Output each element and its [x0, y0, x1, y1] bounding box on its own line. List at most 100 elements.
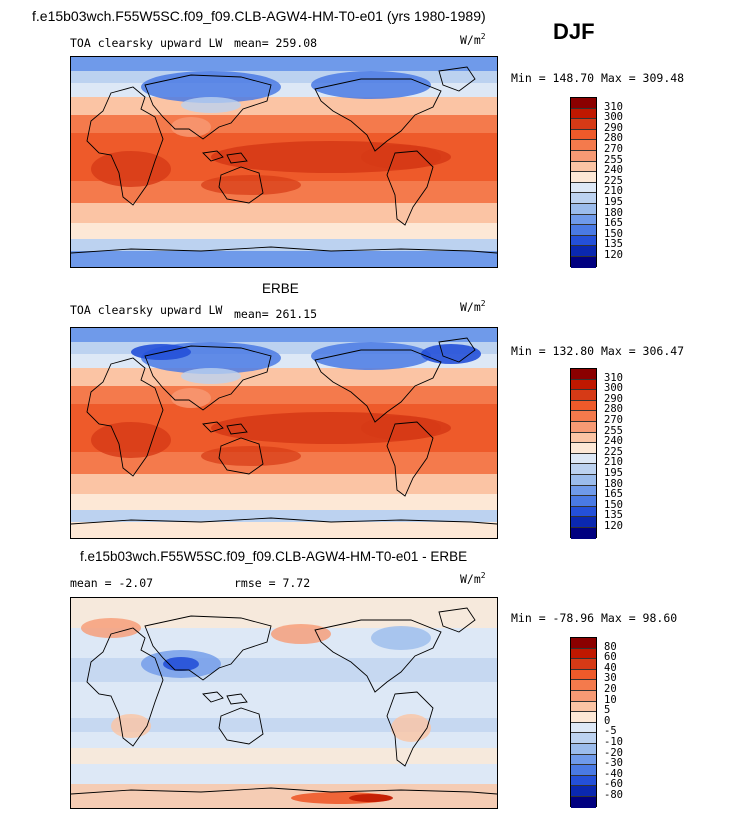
colorbar-swatch: [571, 659, 596, 670]
colorbar-level-label: 165: [604, 217, 623, 230]
field-patch: [311, 71, 431, 99]
colorbar-swatch: [571, 108, 596, 120]
colorbar-level-label: -40: [604, 767, 623, 780]
coastline: [202, 691, 248, 705]
field-patch: [81, 618, 141, 638]
colorbar-swatch: [571, 369, 596, 380]
colorbar-level-label: 60: [604, 651, 617, 664]
colorbar-swatch: [571, 432, 596, 444]
coastline: [144, 615, 272, 681]
colorbar-level-label: 165: [604, 488, 623, 501]
coastline: [438, 66, 476, 92]
field-patch: [371, 626, 431, 650]
colorbar-swatch: [571, 765, 596, 776]
colorbar-swatch: [571, 743, 596, 755]
field-band: [71, 83, 497, 97]
colorbar-swatch: [571, 453, 596, 465]
map-obs: [70, 327, 498, 539]
colorbar-swatch: [571, 786, 596, 797]
colorbar-swatch: [571, 669, 596, 681]
field-patch: [271, 624, 331, 644]
colorbar-level-label: -30: [604, 757, 623, 770]
colorbar-swatch: [571, 796, 596, 808]
coastline: [71, 517, 497, 525]
panel-mean-label: mean = -2.07: [70, 576, 154, 590]
coastline: [144, 345, 272, 411]
season-label: DJF: [553, 19, 595, 44]
minmax-label: Min = 132.80 Max = 306.47: [511, 344, 685, 358]
colorbar-swatch: [571, 680, 596, 691]
colorbar-swatch: [571, 506, 596, 518]
field-patch: [181, 368, 241, 384]
colorbar-level-label: 120: [604, 249, 623, 261]
colorbar-level-label: 310: [604, 371, 623, 384]
field-patch: [181, 97, 241, 113]
colorbar-level-label: 280: [604, 132, 623, 145]
colorbar-level-label: -20: [604, 746, 623, 759]
colorbar-swatch: [571, 400, 596, 412]
field-band: [71, 598, 497, 628]
field-band: [71, 748, 497, 764]
colorbar-level-label: 10: [604, 693, 617, 706]
field-patch: [311, 342, 431, 370]
coastline: [438, 337, 476, 363]
colorbar-swatch: [571, 517, 596, 528]
field-band: [71, 522, 497, 538]
colorbar-swatch: [571, 379, 596, 391]
colorbar-swatch: [571, 690, 596, 702]
field-patch: [131, 344, 191, 360]
coastline: [386, 421, 434, 497]
colorbar-level-label: 225: [604, 174, 623, 187]
colorbar-swatch: [571, 225, 596, 236]
colorbar-level-label: 20: [604, 683, 617, 695]
field-patch: [391, 714, 431, 742]
field-band: [71, 203, 497, 223]
coastline: [314, 619, 442, 693]
colorbar-swatch: [571, 421, 596, 433]
colorbar-swatch: [571, 712, 596, 723]
colorbar-level-label: 280: [604, 403, 623, 416]
colorbar-level-label: 210: [604, 456, 623, 469]
field-band: [71, 57, 497, 75]
colorbar-level-label: 240: [604, 164, 623, 177]
field-band: [71, 368, 497, 388]
colorbar-swatch: [571, 648, 596, 660]
field-band: [71, 658, 497, 682]
colorbar-level-label: 270: [604, 143, 623, 155]
colorbar-swatch: [571, 527, 596, 539]
panel-units-label: W/m2: [460, 299, 486, 314]
colorbar-swatch: [571, 150, 596, 162]
colorbar-swatch: [571, 203, 596, 215]
colorbar-swatch: [571, 474, 596, 486]
field-patch: [111, 714, 151, 738]
panel-heading: f.e15b03wch.F55W5SC.f09_f09.CLB-AGW4-HM-…: [80, 549, 468, 564]
field-band: [71, 718, 497, 732]
colorbar-level-label: 290: [604, 392, 623, 405]
colorbar-level-label: 210: [604, 185, 623, 198]
field-patch: [361, 145, 441, 169]
minmax-label: Min = 148.70 Max = 309.48: [511, 71, 685, 85]
coastline: [86, 627, 164, 747]
colorbar-level-label: -5: [604, 725, 617, 738]
colorbar-swatch: [571, 390, 596, 401]
map-diff: [70, 597, 498, 809]
coastline: [218, 707, 264, 745]
colorbar-swatch: [571, 129, 596, 141]
colorbar-swatch: [571, 246, 596, 257]
colorbar-swatch: [571, 235, 596, 247]
colorbar-swatch: [571, 722, 596, 734]
colorbar-level-label: 270: [604, 414, 623, 426]
colorbar-level-label: 150: [604, 498, 623, 511]
coastline: [386, 691, 434, 767]
coastline: [71, 787, 497, 795]
field-patch: [171, 388, 211, 408]
colorbar-swatch: [571, 172, 596, 183]
colorbar-level-label: 40: [604, 661, 617, 674]
field-patch: [201, 446, 301, 466]
panel-rmse-label: rmse = 7.72: [234, 576, 311, 590]
field-band: [71, 239, 497, 253]
field-band: [71, 71, 497, 85]
colorbar-swatch: [571, 775, 596, 787]
colorbar-swatch: [571, 701, 596, 713]
colorbar-swatch: [571, 496, 596, 507]
